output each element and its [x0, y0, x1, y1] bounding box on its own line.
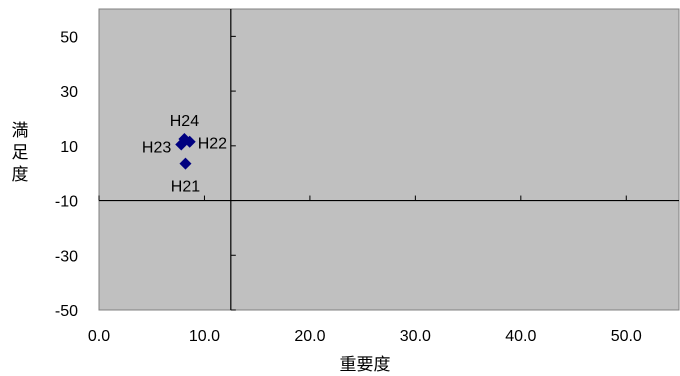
data-point-marker [178, 132, 191, 145]
crosshair-lines [99, 9, 679, 310]
x-tick-label: 50.0 [611, 328, 642, 345]
data-point-label: H22 [198, 136, 227, 153]
plot-area [98, 8, 680, 311]
data-point-marker [179, 157, 192, 170]
x-tick-label: 20.0 [294, 328, 325, 345]
plot-background [98, 8, 680, 311]
x-tick-label: 10.0 [189, 328, 220, 345]
data-points: H21 H22 H23 H24 [142, 113, 227, 196]
y-axis-title: 満足度 [12, 121, 29, 185]
y-tick-label: 10 [60, 139, 78, 156]
x-tick-label: 40.0 [505, 328, 536, 345]
x-tick-label: 30.0 [400, 328, 431, 345]
y-tick-label: -30 [55, 248, 78, 265]
y-tick-label: 30 [60, 84, 78, 101]
y-axis-title-char: 足 [12, 143, 29, 163]
data-point-label: H21 [171, 179, 200, 196]
y-axis-ticks: 50 30 10 -10 -30 -50 [55, 29, 236, 320]
data-point-label: H24 [170, 113, 199, 130]
x-axis-title: 重要度 [340, 355, 391, 375]
y-axis-title-char: 度 [12, 165, 29, 185]
y-tick-label: 50 [60, 29, 78, 46]
y-axis-title-char: 満 [12, 121, 29, 141]
y-tick-label: -10 [55, 194, 78, 211]
y-tick-label: -50 [55, 303, 78, 320]
x-axis-ticks: 0.0 10.0 20.0 30.0 40.0 50.0 [88, 195, 642, 345]
x-tick-label: 0.0 [88, 328, 110, 345]
data-point-label: H23 [142, 139, 171, 156]
